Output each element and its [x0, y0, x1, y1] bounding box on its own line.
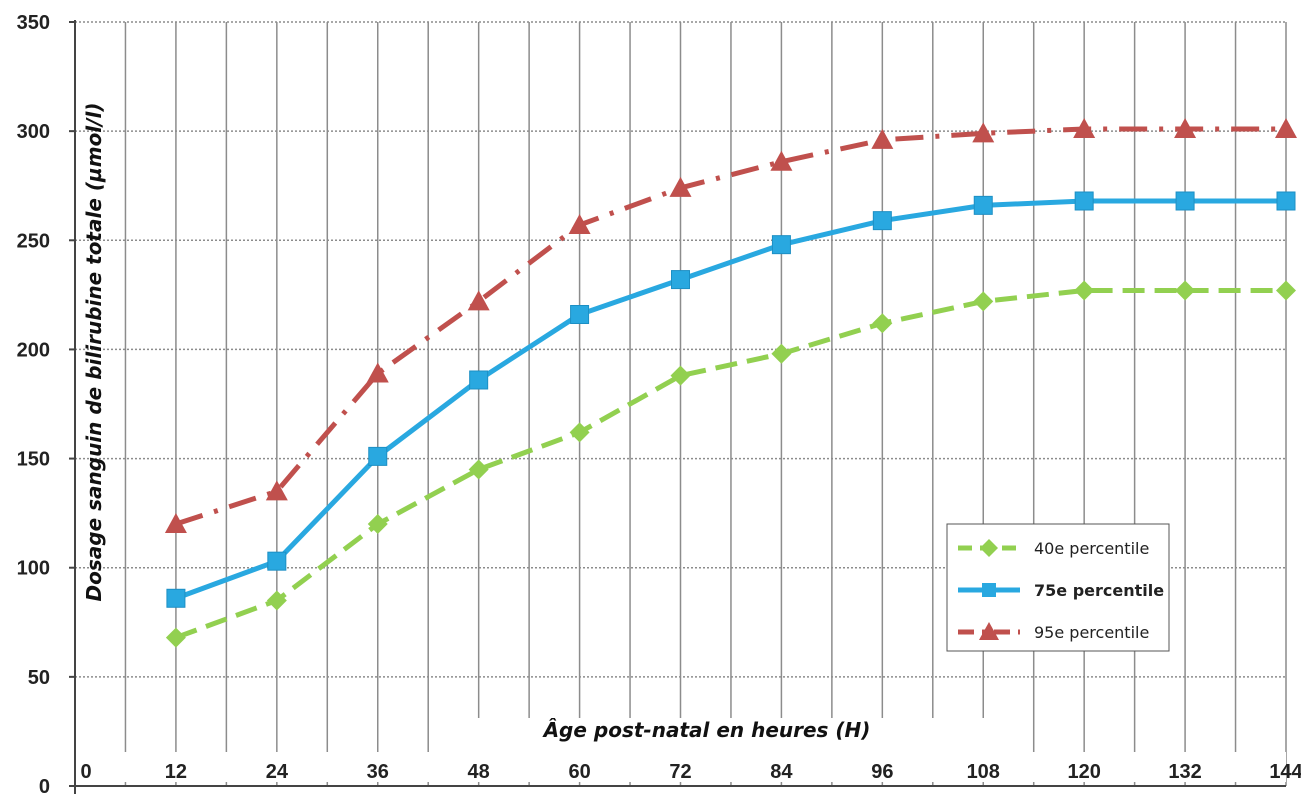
series-line	[175, 126, 1286, 527]
data-point	[570, 305, 590, 325]
x-tick-label: 48	[468, 761, 490, 783]
x-tick-label: 96	[871, 761, 893, 783]
data-point	[872, 313, 893, 334]
data-point	[165, 627, 186, 648]
data-point	[972, 122, 995, 143]
data-point	[771, 343, 792, 364]
y-axis-title: Dosage sanguin de bilirubine totale (µmo…	[82, 103, 106, 602]
series-line	[175, 198, 1286, 601]
data-point	[1073, 117, 1096, 138]
y-tick-label: 150	[17, 449, 50, 471]
x-tick-label: 0	[80, 761, 91, 783]
tick-labels: 0 50 100 150 200 250 300 350 0 12 24 36 48 60 72 84 96 10…	[17, 12, 1301, 796]
data-point	[1174, 117, 1197, 138]
data-point	[669, 176, 692, 197]
x-tick-label: 120	[1067, 761, 1100, 783]
x-tick-label: 144	[1269, 761, 1301, 783]
data-point	[1074, 191, 1094, 211]
data-point	[265, 480, 288, 501]
data-point	[366, 362, 389, 383]
data-point	[164, 513, 187, 534]
x-axis-title: Âge post-natal en heures (H)	[542, 718, 871, 742]
x-tick-label: 84	[770, 761, 793, 783]
x-tick-label: 24	[266, 761, 289, 783]
legend-marker	[982, 583, 996, 597]
y-tick-label: 100	[17, 558, 50, 580]
data-point	[671, 270, 690, 290]
y-tick-label: 200	[17, 339, 50, 361]
data-point	[1275, 117, 1297, 138]
data-point	[467, 290, 490, 311]
series-line	[175, 287, 1286, 640]
x-tick-label: 108	[967, 761, 1000, 783]
legend: 40e percentile 75e percentile 95e percenti…	[946, 523, 1170, 652]
legend-marker	[980, 539, 998, 557]
x-tick-label: 12	[165, 761, 187, 783]
data-point	[368, 446, 388, 466]
x-tick-band	[77, 752, 1286, 782]
data-point	[568, 214, 591, 235]
x-tick-label: 36	[367, 761, 389, 783]
data-point	[569, 422, 590, 443]
legend-marker	[979, 622, 999, 640]
y-tick-label: 300	[17, 121, 50, 143]
data-point	[468, 459, 489, 480]
data-point	[367, 514, 388, 535]
axes	[69, 20, 1286, 794]
legend-label: 75e percentile	[1034, 581, 1164, 600]
data-point	[973, 195, 993, 215]
x-tick-label: 60	[568, 761, 590, 783]
data-point	[1175, 191, 1195, 211]
y-tick-label: 50	[28, 667, 50, 689]
data-point	[670, 365, 691, 386]
y-tick-label: 350	[17, 12, 50, 34]
data-point	[166, 588, 186, 608]
data-point	[973, 291, 994, 312]
series-layer	[164, 117, 1297, 648]
data-point	[1276, 280, 1296, 301]
x-tick-label: 132	[1168, 761, 1201, 783]
legend-label: 95e percentile	[1034, 623, 1149, 642]
y-tick-label: 250	[17, 230, 50, 252]
y-tick-label: 0	[39, 776, 50, 796]
data-point	[1074, 280, 1095, 301]
data-point	[871, 128, 894, 149]
data-point	[770, 150, 793, 171]
x-title-band	[430, 718, 990, 752]
data-point	[771, 235, 791, 255]
data-point	[872, 211, 892, 231]
x-tick-label: 72	[669, 761, 691, 783]
data-point	[469, 370, 489, 390]
x-axis-title-band	[77, 718, 1286, 782]
data-point	[1276, 191, 1296, 211]
legend-label: 40e percentile	[1034, 539, 1149, 558]
data-point	[267, 551, 287, 571]
data-point	[1175, 280, 1196, 301]
data-point	[266, 590, 287, 611]
